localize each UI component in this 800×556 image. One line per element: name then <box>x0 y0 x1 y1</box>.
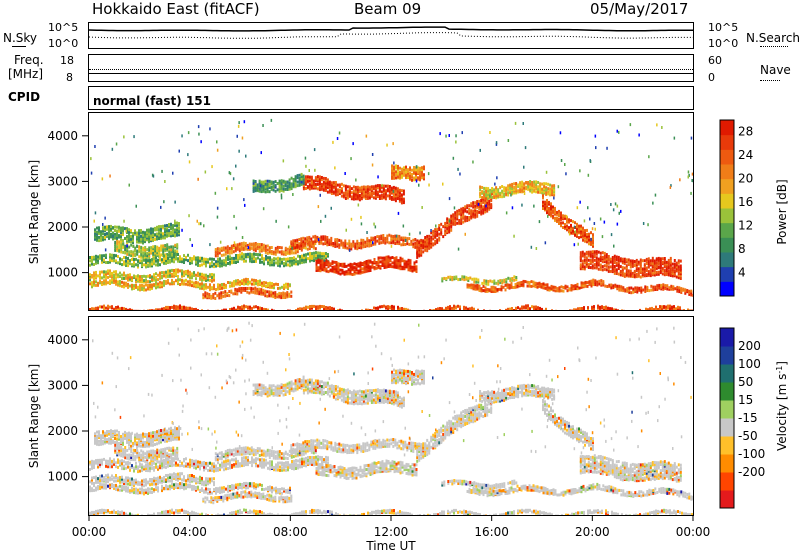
noise-panel <box>88 22 694 49</box>
nave-tick-low: 0 <box>708 72 715 83</box>
power-y-axis-label: Slant Range [km] <box>27 160 41 264</box>
x-tick-label: 12:00 <box>374 525 409 539</box>
velocity-colorbar-segment <box>720 490 734 509</box>
nsearch-label: N.Search <box>746 32 800 44</box>
velocity-colorbar-tick-label: 100 <box>738 357 761 371</box>
power-y-tick-label: 1000 <box>47 266 78 280</box>
velocity-colorbar-segment <box>720 328 734 347</box>
velocity-colorbar-label: Velocity [m s-1] <box>775 361 790 451</box>
freq-panel <box>88 54 694 82</box>
power-colorbar-segment <box>720 179 734 194</box>
power-colorbar-segment <box>720 237 734 252</box>
nsearch-line-key <box>760 46 788 47</box>
cpid-panel: normal (fast) 151 <box>88 86 694 110</box>
velocity-colorbar-tick-label: -50 <box>738 429 758 443</box>
velocity-y-tick-label: 3000 <box>47 378 78 392</box>
freq-tick-low: 8 <box>66 72 73 83</box>
power-colorbar-segment <box>720 149 734 164</box>
x-tick-label: 08:00 <box>273 525 308 539</box>
power-colorbar-segment <box>720 120 734 135</box>
noise-tick-high-right: 10^5 <box>708 22 738 33</box>
power-heatmap <box>89 113 693 310</box>
power-y-tick-label: 2000 <box>47 220 78 234</box>
x-tick-label: 04:00 <box>172 525 207 539</box>
velocity-colorbar-segment <box>720 454 734 473</box>
time-axis: Time UT 00:00 04:00 08:00 12:00 16:00 20:00 00… <box>0 516 800 556</box>
velocity-colorbar-tick-label: -100 <box>738 447 765 461</box>
power-colorbar-tick-label: 8 <box>738 242 746 256</box>
power-colorbar-segment <box>720 281 734 296</box>
velocity-colorbar-segment <box>720 346 734 365</box>
power-colorbar-tick-label: 12 <box>738 219 753 233</box>
power-colorbar-tick-label: 24 <box>738 148 753 162</box>
noise-tick-low: 10^0 <box>48 38 78 49</box>
station-title: Hokkaido East (fitACF) <box>92 2 260 17</box>
power-colorbar-segment <box>720 267 734 282</box>
velocity-y-axis: Slant Range [km] 1000 2000 3000 4000 <box>0 316 88 516</box>
power-colorbar-segment <box>720 252 734 267</box>
power-colorbar-segment <box>720 193 734 208</box>
nsky-label: N.Sky <box>3 32 37 44</box>
velocity-colorbar-tick-label: -15 <box>738 411 758 425</box>
velocity-colorbar-segment <box>720 436 734 455</box>
velocity-colorbar-segment <box>720 364 734 383</box>
power-colorbar-segment <box>720 223 734 238</box>
x-tick-label: 00:00 <box>72 525 107 539</box>
power-y-tick-label: 4000 <box>47 129 78 143</box>
velocity-colorbar-segment <box>720 472 734 491</box>
x-tick-label: 00:00 <box>676 525 711 539</box>
power-colorbar-tick-label: 4 <box>738 266 746 280</box>
velocity-colorbar-tick-label: 15 <box>738 393 753 407</box>
velocity-colorbar-tick-label: 50 <box>738 375 753 389</box>
power-colorbar-label: Power [dB] <box>775 179 789 244</box>
velocity-y-tick-label: 2000 <box>47 424 78 438</box>
velocity-colorbar-segment <box>720 400 734 419</box>
power-panel <box>88 112 694 311</box>
velocity-heatmap <box>89 317 693 515</box>
freq-trace <box>89 73 693 74</box>
nave-trace <box>89 69 693 70</box>
velocity-panel <box>88 316 694 516</box>
x-tick-label: 16:00 <box>474 525 509 539</box>
date-label: 05/May/2017 <box>590 2 688 17</box>
velocity-y-tick-label: 1000 <box>47 470 78 484</box>
velocity-colorbar-tick-label: -200 <box>738 465 765 479</box>
freq-label: Freq. <box>14 54 44 66</box>
power-y-tick-label: 3000 <box>47 174 78 188</box>
power-colorbar-segment <box>720 164 734 179</box>
velocity-colorbar-segment <box>720 418 734 437</box>
power-colorbar-segment <box>720 135 734 150</box>
power-echoes <box>89 119 693 310</box>
nsky-line-key <box>12 46 26 47</box>
freq-unit: [MHz] <box>8 68 43 80</box>
power-colorbar-tick-label: 20 <box>738 172 753 186</box>
power-colorbar-segment <box>720 208 734 223</box>
velocity-y-axis-label: Slant Range [km] <box>27 364 41 468</box>
nave-tick-high: 60 <box>708 55 722 66</box>
power-colorbar-tick-label: 28 <box>738 125 753 139</box>
velocity-colorbar: Velocity [m s-1] 200 100 50 15 -15 -50 -100 -20… <box>718 316 798 516</box>
nave-line-key <box>760 80 780 81</box>
velocity-colorbar-segment <box>720 382 734 401</box>
power-y-axis: Slant Range [km] 1000 2000 3000 4000 <box>0 112 88 312</box>
noise-tick-low-right: 10^0 <box>708 38 738 49</box>
power-colorbar: Power [dB] 4 8 12 16 20 24 28 <box>718 112 798 312</box>
freq-tick-high: 18 <box>60 55 74 66</box>
power-colorbar-tick-label: 16 <box>738 195 753 209</box>
cpid-value: normal (fast) 151 <box>93 95 211 107</box>
velocity-y-tick-label: 4000 <box>47 333 78 347</box>
cpid-label: CPID <box>8 91 40 103</box>
beam-label: Beam 09 <box>354 2 421 17</box>
nave-label: Nave <box>760 64 791 76</box>
x-axis-label: Time UT <box>365 539 416 553</box>
x-tick-label: 20:00 <box>575 525 610 539</box>
noise-tick-high: 10^5 <box>48 22 78 33</box>
velocity-colorbar-tick-label: 200 <box>738 339 761 353</box>
noise-trace <box>89 23 693 48</box>
velocity-echoes <box>89 322 693 515</box>
